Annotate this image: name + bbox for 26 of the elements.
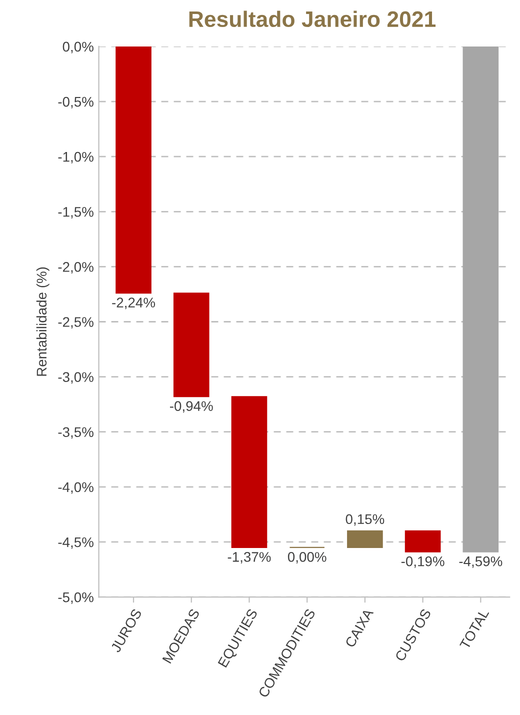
y-tick-label: -5,0%	[58, 592, 94, 604]
y-tick-label: -3,0%	[58, 372, 94, 384]
data-label: -4,59%	[459, 556, 502, 568]
y-tick-label: -3,5%	[58, 427, 94, 439]
data-label: 0,15%	[346, 514, 384, 526]
data-label: 0,00%	[288, 552, 326, 564]
y-tick-label: -2,0%	[58, 262, 94, 274]
y-tick-label: -4,5%	[58, 537, 94, 549]
bar	[347, 530, 383, 548]
bar	[116, 46, 152, 294]
data-label: -1,37%	[228, 552, 271, 564]
chart-title: Resultado Janeiro 2021	[189, 10, 436, 28]
y-tick-label: -1,0%	[58, 152, 94, 164]
bar	[231, 396, 268, 548]
y-tick-label: -4,0%	[58, 482, 94, 494]
y-tick-label: 0,0%	[62, 42, 94, 54]
bar	[462, 46, 499, 552]
data-label: -2,24%	[112, 298, 156, 310]
y-tick-label: -0,5%	[58, 96, 94, 108]
y-tick-label: -1,5%	[58, 207, 94, 218]
bar	[173, 292, 210, 398]
data-label: -0,19%	[401, 556, 444, 568]
data-label: -0,94%	[170, 401, 213, 413]
y-tick-label: -2,5%	[58, 317, 94, 329]
bar	[404, 530, 441, 552]
y-axis-title: Rentabilidade (%)	[36, 267, 50, 376]
